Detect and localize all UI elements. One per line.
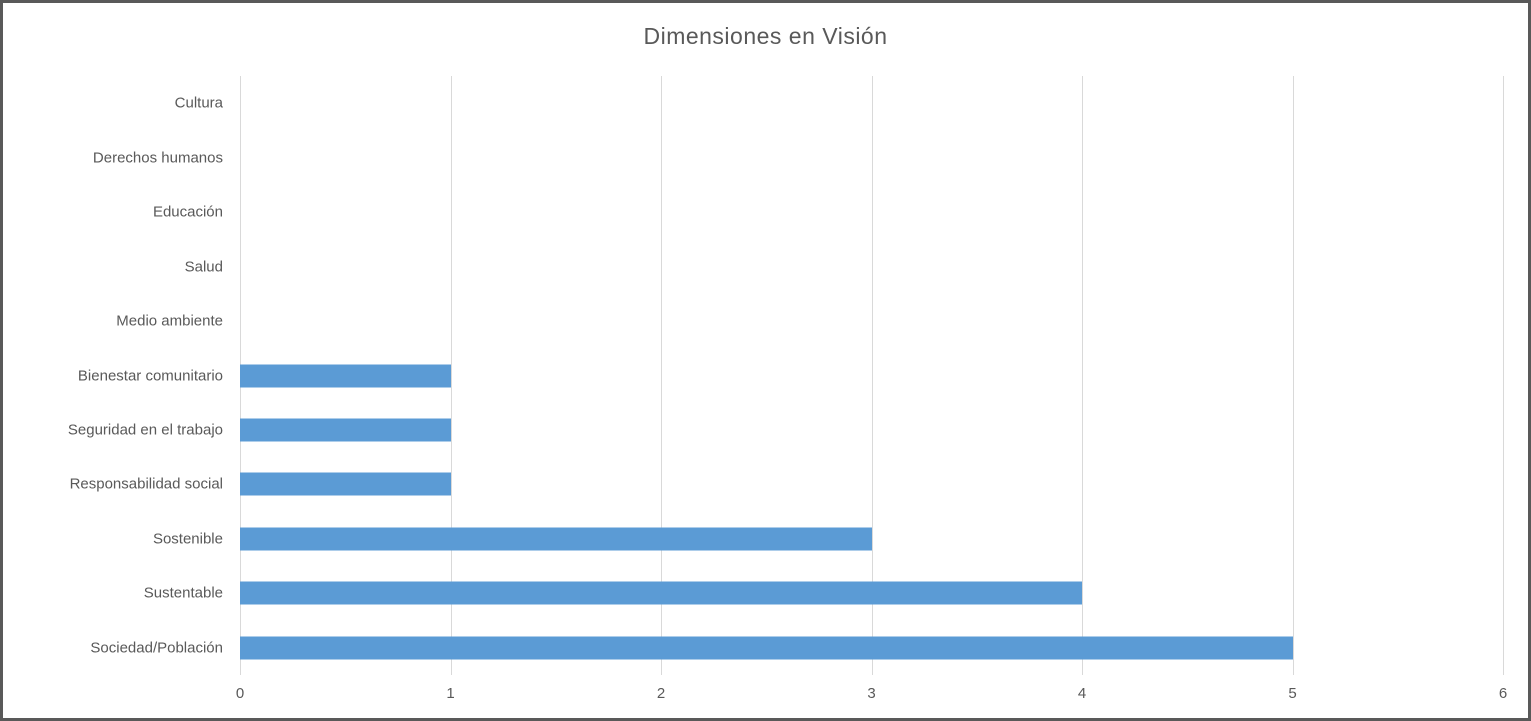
x-tick-label: 5: [1288, 685, 1297, 702]
category-label: Sustentable: [143, 584, 223, 602]
category-label: Salud: [184, 258, 223, 276]
category-label: Sociedad/Población: [90, 639, 223, 657]
bar: [240, 418, 451, 442]
gridline: [1292, 76, 1294, 675]
x-tick-label: 3: [867, 685, 876, 702]
value-axis: 0 1 2 3 4 5 6: [236, 685, 1507, 709]
gridline: [450, 76, 452, 675]
category-label: Cultura: [174, 94, 223, 112]
x-tick-label: 2: [656, 685, 666, 702]
x-tick-label: 0: [235, 685, 245, 702]
category-label: Seguridad en el trabajo: [67, 421, 223, 439]
category-axis: Cultura Derechos humanos Educación Salud Med…: [3, 76, 231, 675]
category-label: Educación: [152, 203, 223, 221]
chart-title: Dimensiones en Visión: [643, 23, 888, 49]
gridline: [1503, 76, 1504, 675]
category-label: Medio ambiente: [116, 312, 223, 330]
bar: [240, 636, 1293, 660]
gridline: [871, 76, 873, 675]
x-tick-label: 6: [1498, 685, 1508, 702]
bar: [240, 581, 1082, 605]
bar: [240, 364, 451, 387]
bar: [240, 472, 451, 496]
gridline: [1082, 76, 1083, 675]
plot-area: [240, 76, 1504, 675]
category-label: Derechos humanos: [92, 149, 223, 167]
x-tick-label: 4: [1077, 685, 1087, 702]
category-label: Bienestar comunitario: [77, 367, 223, 384]
category-label: Responsabilidad social: [69, 475, 223, 493]
bar: [240, 527, 872, 551]
x-tick-label: 1: [446, 685, 455, 702]
gridline: [661, 76, 662, 675]
category-label: Sostenible: [152, 530, 223, 548]
